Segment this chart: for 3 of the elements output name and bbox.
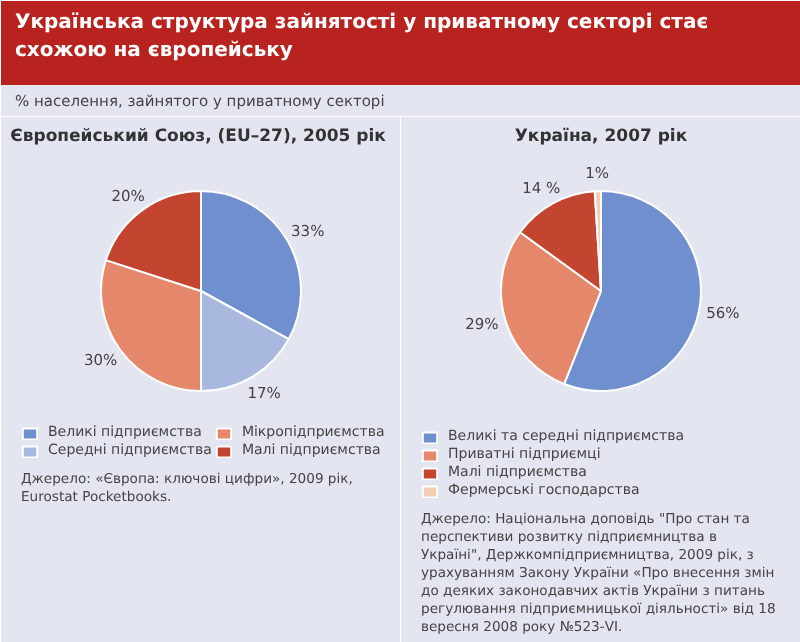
chart-title: Європейський Союз, (EU–27), 2005 рік <box>10 127 387 147</box>
text: Українська структура зайнятості у приватному секторі стає схожою на європейську <box>15 12 709 62</box>
chart-title: Україна, 2007 рік <box>514 127 688 147</box>
